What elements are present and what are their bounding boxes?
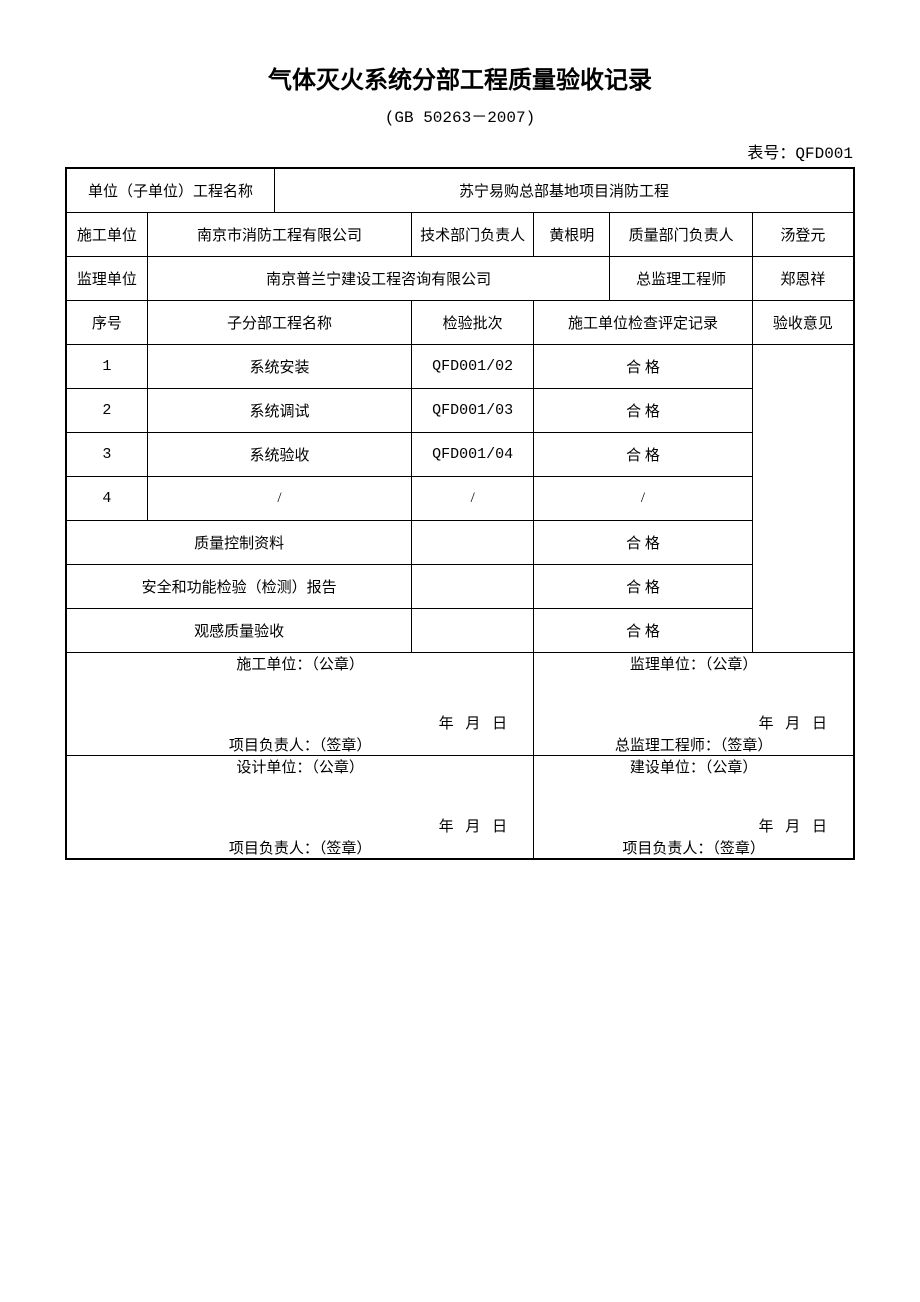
acceptance-record-table: 单位（子单位）工程名称 苏宁易购总部基地项目消防工程 施工单位 南京市消防工程有…	[65, 167, 855, 860]
label-chief-engineer: 总监理工程师	[610, 256, 752, 300]
value-supervision-unit: 南京普兰宁建设工程咨询有限公司	[147, 256, 610, 300]
table-row: 1 系统安装 QFD001/02 合 格	[66, 344, 854, 388]
table-row: 2 系统调试 QFD001/03 合 格	[66, 388, 854, 432]
standard-code: (GB 50263－2007)	[65, 103, 855, 127]
value-chief-engineer: 郑恩祥	[752, 256, 854, 300]
value-tech-head: 黄根明	[534, 212, 610, 256]
col-check: 施工单位检查评定记录	[534, 300, 753, 344]
value-construction-unit: 南京市消防工程有限公司	[147, 212, 411, 256]
col-seq: 序号	[66, 300, 147, 344]
col-name: 子分部工程名称	[147, 300, 411, 344]
acceptance-opinion-cell	[752, 344, 854, 652]
signature-owner: 建设单位：（公章） 项目负责人：（签章） 年 月 日	[534, 755, 854, 859]
label-supervision-unit: 监理单位	[66, 256, 147, 300]
label-construction-unit: 施工单位	[66, 212, 147, 256]
value-quality-head: 汤登元	[752, 212, 854, 256]
col-opinion: 验收意见	[752, 300, 854, 344]
label-tech-head: 技术部门负责人	[412, 212, 534, 256]
form-number: 表号：QFD001	[65, 139, 855, 163]
signature-supervision: 监理单位：（公章） 总监理工程师：（签章） 年 月 日	[534, 652, 854, 755]
signature-design: 设计单位：（公章） 项目负责人：（签章） 年 月 日	[66, 755, 534, 859]
table-row: 4 / / /	[66, 476, 854, 520]
label-quality-head: 质量部门负责人	[610, 212, 752, 256]
table-row: 3 系统验收 QFD001/04 合 格	[66, 432, 854, 476]
summary-row: 观感质量验收 合 格	[66, 608, 854, 652]
signature-construction: 施工单位：（公章） 项目负责人：（签章） 年 月 日	[66, 652, 534, 755]
label-project-name: 单位（子单位）工程名称	[66, 168, 274, 212]
summary-row: 质量控制资料 合 格	[66, 520, 854, 564]
summary-row: 安全和功能检验（检测）报告 合 格	[66, 564, 854, 608]
value-project-name: 苏宁易购总部基地项目消防工程	[274, 168, 854, 212]
document-title: 气体灭火系统分部工程质量验收记录	[65, 60, 855, 95]
col-batch: 检验批次	[412, 300, 534, 344]
